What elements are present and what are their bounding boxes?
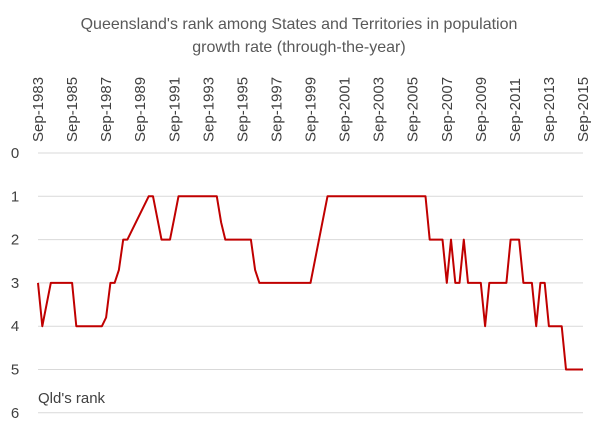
y-tick-label: 1 bbox=[11, 188, 19, 205]
series-line-0 bbox=[37, 195, 583, 371]
y-axis-tick-labels: 0 1 2 3 4 5 6 bbox=[11, 145, 19, 422]
x-tick-label: Sep-1995 bbox=[234, 77, 251, 142]
x-axis-tick-labels: Sep-1983 Sep-1985 Sep-1987 Sep-1989 Sep-1991… bbox=[30, 77, 592, 142]
chart-title-line-2: growth rate (through-the-year) bbox=[192, 39, 405, 56]
x-tick-label: Sep-2001 bbox=[337, 77, 354, 142]
chart-title-line-1: Queensland's rank among States and Terri… bbox=[81, 16, 518, 33]
x-tick-label: Sep-2015 bbox=[575, 77, 592, 142]
series-layer bbox=[37, 195, 583, 371]
y-axis-label: Qld's rank bbox=[38, 390, 106, 407]
x-tick-label: Sep-1999 bbox=[303, 77, 320, 142]
y-tick-label: 5 bbox=[11, 362, 19, 379]
x-tick-label: Sep-1987 bbox=[98, 77, 115, 142]
x-tick-label: Sep-1997 bbox=[268, 77, 285, 142]
x-tick-label: Sep-1989 bbox=[132, 77, 149, 142]
x-tick-label: Sep-2005 bbox=[405, 77, 422, 142]
y-tick-label: 4 bbox=[11, 318, 19, 335]
x-tick-label: Sep-2009 bbox=[473, 77, 490, 142]
x-tick-label: Sep-2007 bbox=[439, 77, 456, 142]
y-tick-label: 2 bbox=[11, 232, 19, 249]
x-tick-label: Sep-1983 bbox=[30, 77, 47, 142]
y-tick-label: 0 bbox=[11, 145, 19, 162]
x-tick-label: Sep-1993 bbox=[200, 77, 217, 142]
x-tick-label: Sep-2013 bbox=[541, 77, 558, 142]
y-tick-label: 6 bbox=[11, 405, 19, 422]
x-tick-label: Sep-2003 bbox=[371, 77, 388, 142]
y-tick-label: 3 bbox=[11, 275, 19, 292]
gridlines bbox=[38, 152, 583, 414]
x-tick-label: Sep-2011 bbox=[507, 78, 524, 142]
x-tick-label: Sep-1985 bbox=[64, 77, 81, 142]
x-tick-label: Sep-1991 bbox=[166, 77, 183, 142]
